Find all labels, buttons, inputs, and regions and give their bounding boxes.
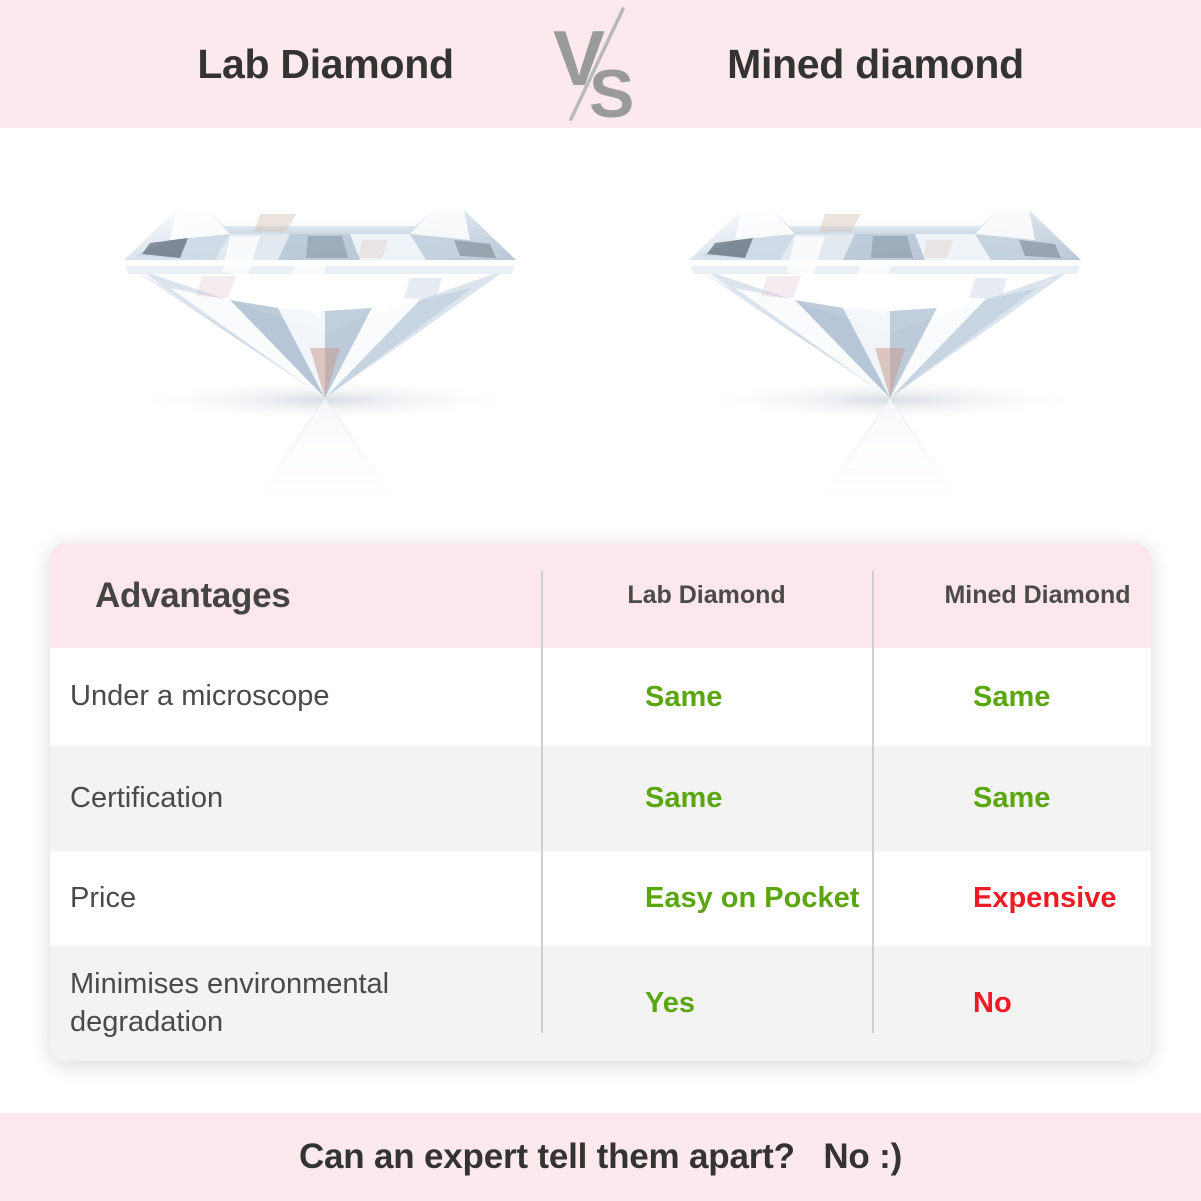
column-divider-1 [541,571,543,1033]
row-lab-value: Same [645,680,723,713]
table-row: Under a microscope Same Same [50,648,1151,746]
table-header-lab-diamond: Lab Diamond [627,581,786,609]
row-mined-value: Expensive [973,882,1117,914]
comparison-table-card: Advantages Lab Diamond Mined Diamond Und… [50,543,1151,1061]
table-row: Price Easy on Pocket Expensive [50,851,1151,946]
vs-icon: V S [541,5,661,132]
row-mined-value: No [973,987,1012,1019]
footer-band: Can an expert tell them apart? No :) [0,1113,1201,1201]
row-label: Certification [70,781,224,814]
diamond-image-zone [0,128,1201,528]
header-band: Lab Diamond V S Mined diamond [0,0,1201,132]
row-mined-value: Same [973,680,1051,713]
row-lab-value: Same [645,782,723,814]
table-row: Minimises environmental degradation Yes … [50,946,1151,1061]
table-header-advantages: Advantages [95,575,291,615]
row-lab-value: Yes [645,987,695,1019]
header-right-title: Mined diamond [727,40,1024,87]
row-label: Under a microscope [70,680,330,713]
row-label: Price [70,881,137,914]
header-left-title: Lab Diamond [197,40,454,87]
column-divider-2 [872,571,874,1033]
row-label: Minimises environmental degradation [70,968,390,1038]
table-header-mined-diamond: Mined Diamond [944,581,1131,609]
table-header-row: Advantages Lab Diamond Mined Diamond [50,543,1151,648]
mined-diamond-image [675,148,1095,528]
footer-question: Can an expert tell them apart? No :) [298,1137,903,1176]
table-row: Certification Same Same [50,746,1151,851]
row-mined-value: Same [973,782,1051,814]
lab-diamond-image [110,148,530,528]
svg-text:V: V [553,14,605,102]
row-lab-value: Easy on Pocket [645,882,860,914]
